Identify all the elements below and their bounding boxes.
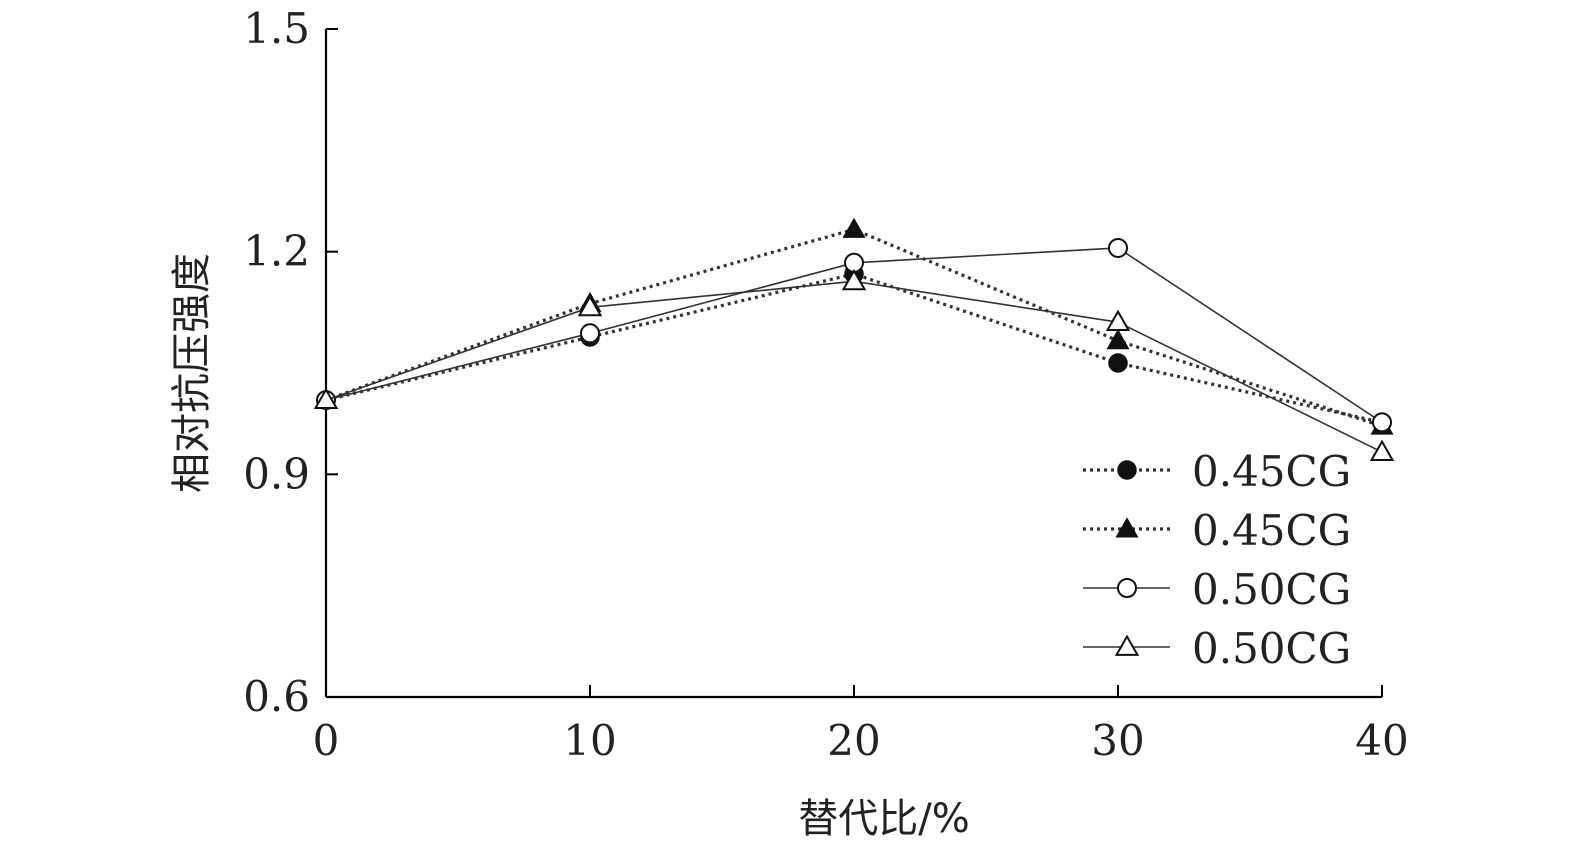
y-tick-label: 0.9 xyxy=(243,449,310,498)
legend-marker xyxy=(1114,634,1140,656)
series-layer xyxy=(313,217,1395,461)
data-point xyxy=(1105,309,1131,332)
data-point xyxy=(580,323,600,344)
x-axis-title: 替代比/% xyxy=(798,796,969,842)
legend-label: 0.45CG xyxy=(1192,447,1351,496)
data-point xyxy=(842,217,866,238)
data-point xyxy=(841,268,867,291)
legend-item: 0.45CG xyxy=(1083,447,1351,496)
legend-label: 0.45CG xyxy=(1192,506,1351,555)
legend-label: 0.50CG xyxy=(1192,565,1351,614)
data-point xyxy=(1369,439,1395,461)
data-point xyxy=(1106,329,1130,350)
data-point xyxy=(313,387,339,409)
data-point xyxy=(1372,412,1392,433)
x-ticks: 0 10 20 30 40 xyxy=(313,685,1409,765)
legend-item: 0.50CG xyxy=(1083,565,1351,614)
legend-item: 0.45CG xyxy=(1083,506,1351,555)
series-line xyxy=(325,280,1383,453)
data-point xyxy=(1108,353,1128,373)
x-tick-label: 20 xyxy=(827,716,880,765)
series-4 xyxy=(313,268,1395,461)
legend-marker xyxy=(1115,517,1139,538)
series-line xyxy=(325,272,1383,424)
series-3 xyxy=(316,237,1392,433)
series-2 xyxy=(314,217,1394,435)
data-point xyxy=(1108,237,1128,258)
x-tick-label: 40 xyxy=(1355,716,1408,765)
legend-item: 0.50CG xyxy=(1083,624,1351,673)
legend: 0.45CG 0.45CG 0.50CG 0.50CG xyxy=(1083,447,1351,673)
y-axis-title: 相对抗压强度 xyxy=(169,253,215,493)
legend-marker xyxy=(1117,578,1137,598)
y-tick-label: 1.5 xyxy=(243,4,310,53)
y-ticks: 0.6 0.9 1.2 1.5 xyxy=(243,4,338,721)
y-tick-label: 1.2 xyxy=(243,227,310,276)
x-tick-label: 30 xyxy=(1091,716,1144,765)
data-point xyxy=(577,294,603,317)
x-tick-label: 0 xyxy=(313,716,340,765)
x-tick-label: 10 xyxy=(563,716,616,765)
y-tick-label: 0.6 xyxy=(243,672,310,721)
legend-marker xyxy=(1117,460,1137,480)
legend-label: 0.50CG xyxy=(1192,624,1351,673)
